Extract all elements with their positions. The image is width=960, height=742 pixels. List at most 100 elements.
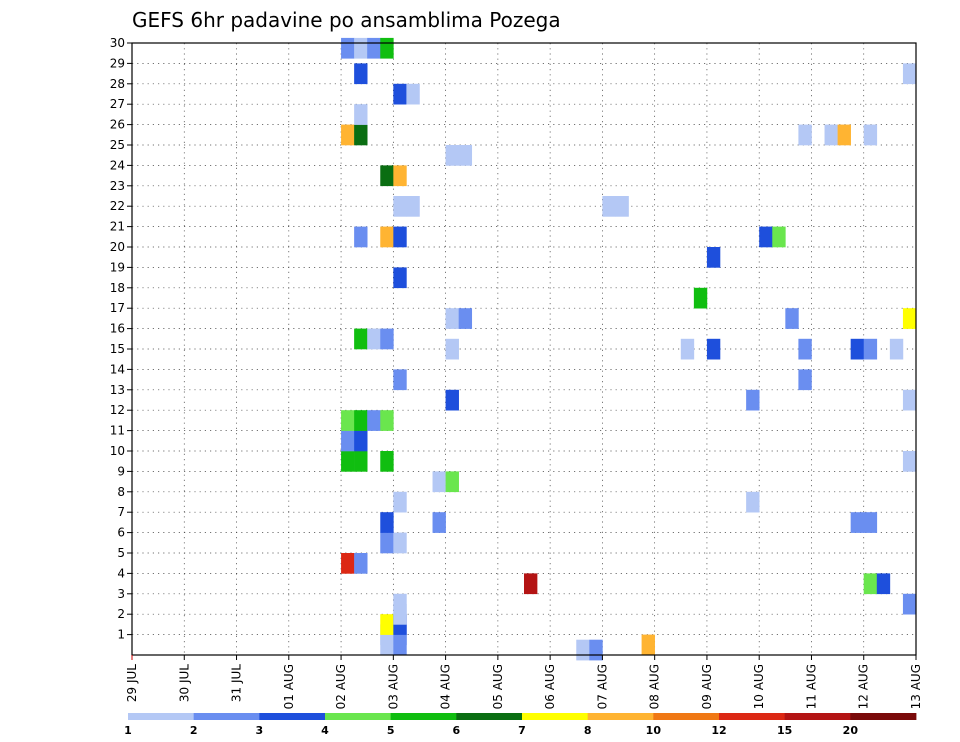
precip-cell-53 [445,308,459,329]
precip-cell-69 [380,165,394,187]
precip-cell-4 [576,639,590,661]
x-tick-label-2: 30 JUL [177,664,191,702]
colorbar-label-12: 20 [843,724,859,737]
precip-cell-74 [354,124,368,146]
colorbar-label-7: 7 [518,724,526,737]
precip-cell-70 [393,165,407,187]
x-tick-label-9: 06 AUG [543,664,557,709]
precip-cell-14 [863,573,878,595]
precip-cell-85 [354,37,368,59]
y-tick-label-8: 8 [117,485,125,499]
colorbar-swatch-4 [325,713,392,720]
y-tick-label-6: 6 [117,526,125,540]
y-tick-label-14: 14 [110,362,125,376]
precip-cell-45 [706,338,721,360]
precip-cell-67 [602,196,616,217]
x-tick-label-1: 29 JUL [125,664,139,702]
precip-cell-22 [850,512,865,533]
colorbar-swatch-11 [784,713,851,720]
y-tick-label-18: 18 [110,281,125,295]
y-tick-label-13: 13 [110,383,125,397]
precip-cell-79 [354,104,368,125]
precip-cell-77 [837,124,851,146]
precip-cell-64 [772,226,786,248]
precip-cell-50 [354,328,368,350]
precip-cell-19 [393,532,407,554]
colorbar-swatch-5 [390,713,457,720]
y-tick-label-15: 15 [110,342,125,356]
colorbar-swatch-7 [522,713,589,720]
precip-cell-25 [746,491,760,513]
precip-cell-35 [354,410,368,431]
colorbar-label-10: 12 [711,724,726,737]
precip-cell-66 [406,196,420,217]
precip-cell-8 [380,614,394,635]
colorbar-label-9: 10 [646,724,662,737]
precip-cell-24 [393,491,407,513]
precip-cell-87 [380,37,394,59]
precip-cell-75 [798,124,812,146]
precip-cell-30 [380,451,394,472]
colorbar-label-5: 5 [387,724,395,737]
precip-cell-55 [785,308,799,329]
y-tick-label-20: 20 [110,240,125,254]
precip-cell-27 [445,471,459,493]
precip-cell-51 [367,328,381,350]
precip-cell-80 [393,83,407,105]
precip-cell-71 [445,145,459,166]
colorbar-label-6: 6 [453,724,461,737]
colorbar-swatch-6 [456,713,523,720]
y-tick-label-28: 28 [110,77,125,91]
colorbar-legend: 1 2 3 4 5 6 7 8 10 12 15 20 [124,713,917,737]
y-axis: 1234567891011121314151617181920212223242… [110,36,132,642]
precip-cell-84 [341,37,355,59]
precip-cell-32 [341,430,355,452]
precip-cell-3 [641,634,655,656]
precip-cell-82 [354,63,368,85]
y-tick-label-4: 4 [117,566,125,580]
precip-cell-46 [798,338,812,360]
colorbar-swatch-2 [193,713,260,720]
y-tick-label-22: 22 [110,199,125,213]
precip-cell-38 [445,389,459,411]
colorbar-label-2: 2 [190,724,198,737]
precip-cells [341,37,917,661]
y-tick-label-29: 29 [110,56,125,70]
precip-cell-33 [354,430,368,452]
precip-cell-54 [458,308,473,329]
precip-cell-26 [432,471,446,493]
precip-cell-31 [902,451,917,472]
chart-title: GEFS 6hr padavine po ansamblima Pozega [132,8,561,32]
precip-cell-61 [380,226,394,248]
y-tick-label-3: 3 [117,587,125,601]
precip-cell-49 [889,338,904,360]
y-tick-label-17: 17 [110,301,125,315]
colorbar-label-11: 15 [777,724,792,737]
colorbar-swatch-1 [128,713,195,720]
x-tick-label-12: 09 AUG [700,664,714,709]
x-tick-label-14: 11 AUG [804,664,818,709]
y-tick-label-27: 27 [110,97,125,111]
y-tick-label-25: 25 [110,138,125,152]
precip-cell-15 [876,573,891,595]
precip-cell-18 [380,532,394,554]
x-tick-label-5: 02 AUG [334,664,348,709]
precip-cell-16 [341,553,355,574]
precip-cell-12 [902,593,917,615]
y-tick-label-30: 30 [110,36,125,50]
y-tick-label-16: 16 [110,322,125,336]
x-tick-label-8: 05 AUG [491,664,505,709]
precip-cell-34 [341,410,355,431]
precip-cell-81 [406,83,420,105]
precip-cell-20 [380,512,394,533]
precip-cell-63 [759,226,773,248]
y-tick-label-21: 21 [110,220,125,234]
x-tick-label-10: 07 AUG [595,664,609,709]
precip-cell-68 [615,196,629,217]
colorbar-label-3: 3 [256,724,264,737]
precip-cell-39 [746,389,760,411]
colorbar-label-1: 1 [124,724,132,737]
x-tick-label-16: 13 AUG [909,664,923,709]
precip-cell-29 [354,451,368,472]
precip-cell-59 [706,247,721,268]
